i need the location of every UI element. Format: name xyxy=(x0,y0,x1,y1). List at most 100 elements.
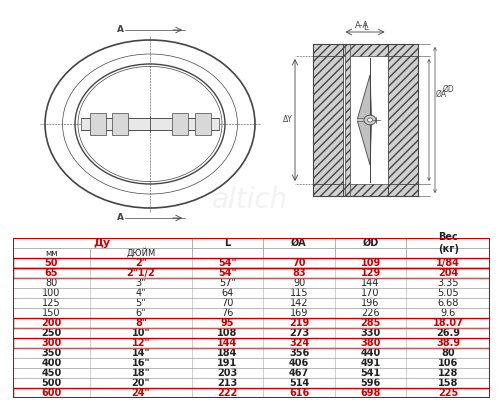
Bar xyxy=(12,298,490,308)
Text: 20": 20" xyxy=(132,378,150,388)
Text: L: L xyxy=(362,24,368,32)
Text: 350: 350 xyxy=(41,348,62,358)
Text: ØA: ØA xyxy=(291,238,307,248)
Text: мм: мм xyxy=(45,248,58,258)
Text: 285: 285 xyxy=(360,318,381,328)
Text: 380: 380 xyxy=(360,338,381,348)
Bar xyxy=(335,248,406,258)
Text: 142: 142 xyxy=(290,298,308,308)
Text: 400: 400 xyxy=(41,358,62,368)
Text: Вес
(кг): Вес (кг) xyxy=(438,232,458,254)
Text: 80: 80 xyxy=(45,278,58,288)
Bar xyxy=(172,113,188,135)
Text: ØD: ØD xyxy=(362,238,379,248)
Text: 115: 115 xyxy=(290,288,308,298)
Text: 196: 196 xyxy=(362,298,380,308)
Text: 200: 200 xyxy=(41,318,62,328)
Text: 600: 600 xyxy=(41,388,62,398)
Text: altich: altich xyxy=(212,186,288,214)
Text: 225: 225 xyxy=(438,388,458,398)
Bar xyxy=(12,338,490,348)
Text: 273: 273 xyxy=(289,328,309,338)
Text: 65: 65 xyxy=(44,268,58,278)
Bar xyxy=(12,358,490,368)
Text: 5": 5" xyxy=(136,298,146,308)
Text: 76: 76 xyxy=(221,308,234,318)
Text: 106: 106 xyxy=(438,358,458,368)
Text: Ду: Ду xyxy=(94,238,110,248)
Bar xyxy=(342,184,388,196)
Bar xyxy=(12,318,490,328)
Bar xyxy=(12,268,490,278)
Text: 108: 108 xyxy=(217,328,238,338)
Text: A: A xyxy=(116,26,123,34)
Text: 109: 109 xyxy=(360,258,381,268)
Text: 250: 250 xyxy=(41,328,62,338)
Text: 4": 4" xyxy=(136,288,146,298)
Text: L: L xyxy=(224,238,230,248)
Circle shape xyxy=(364,115,376,125)
Text: 150: 150 xyxy=(42,308,60,318)
Bar xyxy=(342,44,388,56)
Bar xyxy=(12,368,490,378)
Text: 184: 184 xyxy=(217,348,238,358)
Text: 3.35: 3.35 xyxy=(438,278,459,288)
Text: 144: 144 xyxy=(362,278,380,288)
Bar xyxy=(388,44,418,196)
Text: 12": 12" xyxy=(132,338,150,348)
Text: 467: 467 xyxy=(289,368,309,378)
Text: 491: 491 xyxy=(360,358,381,368)
Text: 70: 70 xyxy=(292,258,306,268)
Text: 144: 144 xyxy=(217,338,238,348)
Text: 38.9: 38.9 xyxy=(436,338,460,348)
Bar xyxy=(12,348,490,358)
Text: 219: 219 xyxy=(289,318,309,328)
Text: 3": 3" xyxy=(136,278,146,288)
Text: 191: 191 xyxy=(217,358,238,368)
Text: 9.6: 9.6 xyxy=(440,308,456,318)
Text: 95: 95 xyxy=(220,318,234,328)
Bar xyxy=(12,328,490,338)
Bar xyxy=(263,248,335,258)
Bar xyxy=(112,113,128,135)
Text: 324: 324 xyxy=(289,338,309,348)
Text: 83: 83 xyxy=(292,268,306,278)
Text: 6.68: 6.68 xyxy=(438,298,459,308)
Bar xyxy=(80,118,220,130)
Text: 170: 170 xyxy=(362,288,380,298)
Text: 8": 8" xyxy=(135,318,147,328)
Bar xyxy=(335,238,406,248)
Text: 24": 24" xyxy=(132,388,150,398)
Text: 406: 406 xyxy=(289,358,309,368)
Text: ΔY: ΔY xyxy=(282,116,292,124)
Text: 204: 204 xyxy=(438,268,458,278)
Bar xyxy=(12,378,490,388)
Text: 16": 16" xyxy=(132,358,150,368)
Bar xyxy=(12,388,490,398)
Text: A: A xyxy=(116,214,123,222)
Bar xyxy=(406,248,490,258)
Text: 300: 300 xyxy=(41,338,62,348)
Text: 440: 440 xyxy=(360,348,381,358)
Text: 500: 500 xyxy=(41,378,62,388)
Text: 450: 450 xyxy=(41,368,62,378)
Text: 541: 541 xyxy=(360,368,381,378)
Text: ØA: ØA xyxy=(436,90,447,99)
Text: 1/84: 1/84 xyxy=(436,258,460,268)
Bar xyxy=(12,238,192,248)
Bar xyxy=(192,238,263,248)
Text: 80: 80 xyxy=(442,348,455,358)
Text: 129: 129 xyxy=(360,268,381,278)
Text: 616: 616 xyxy=(289,388,309,398)
Text: ØD: ØD xyxy=(442,85,454,94)
Text: A-A: A-A xyxy=(356,22,370,30)
Text: 222: 222 xyxy=(217,388,238,398)
Bar xyxy=(12,278,490,288)
Bar xyxy=(12,308,490,318)
Text: 10": 10" xyxy=(132,328,150,338)
Text: 5.05: 5.05 xyxy=(438,288,459,298)
Text: 54": 54" xyxy=(218,268,236,278)
Text: 125: 125 xyxy=(42,298,60,308)
Circle shape xyxy=(368,118,372,122)
Text: 128: 128 xyxy=(438,368,458,378)
